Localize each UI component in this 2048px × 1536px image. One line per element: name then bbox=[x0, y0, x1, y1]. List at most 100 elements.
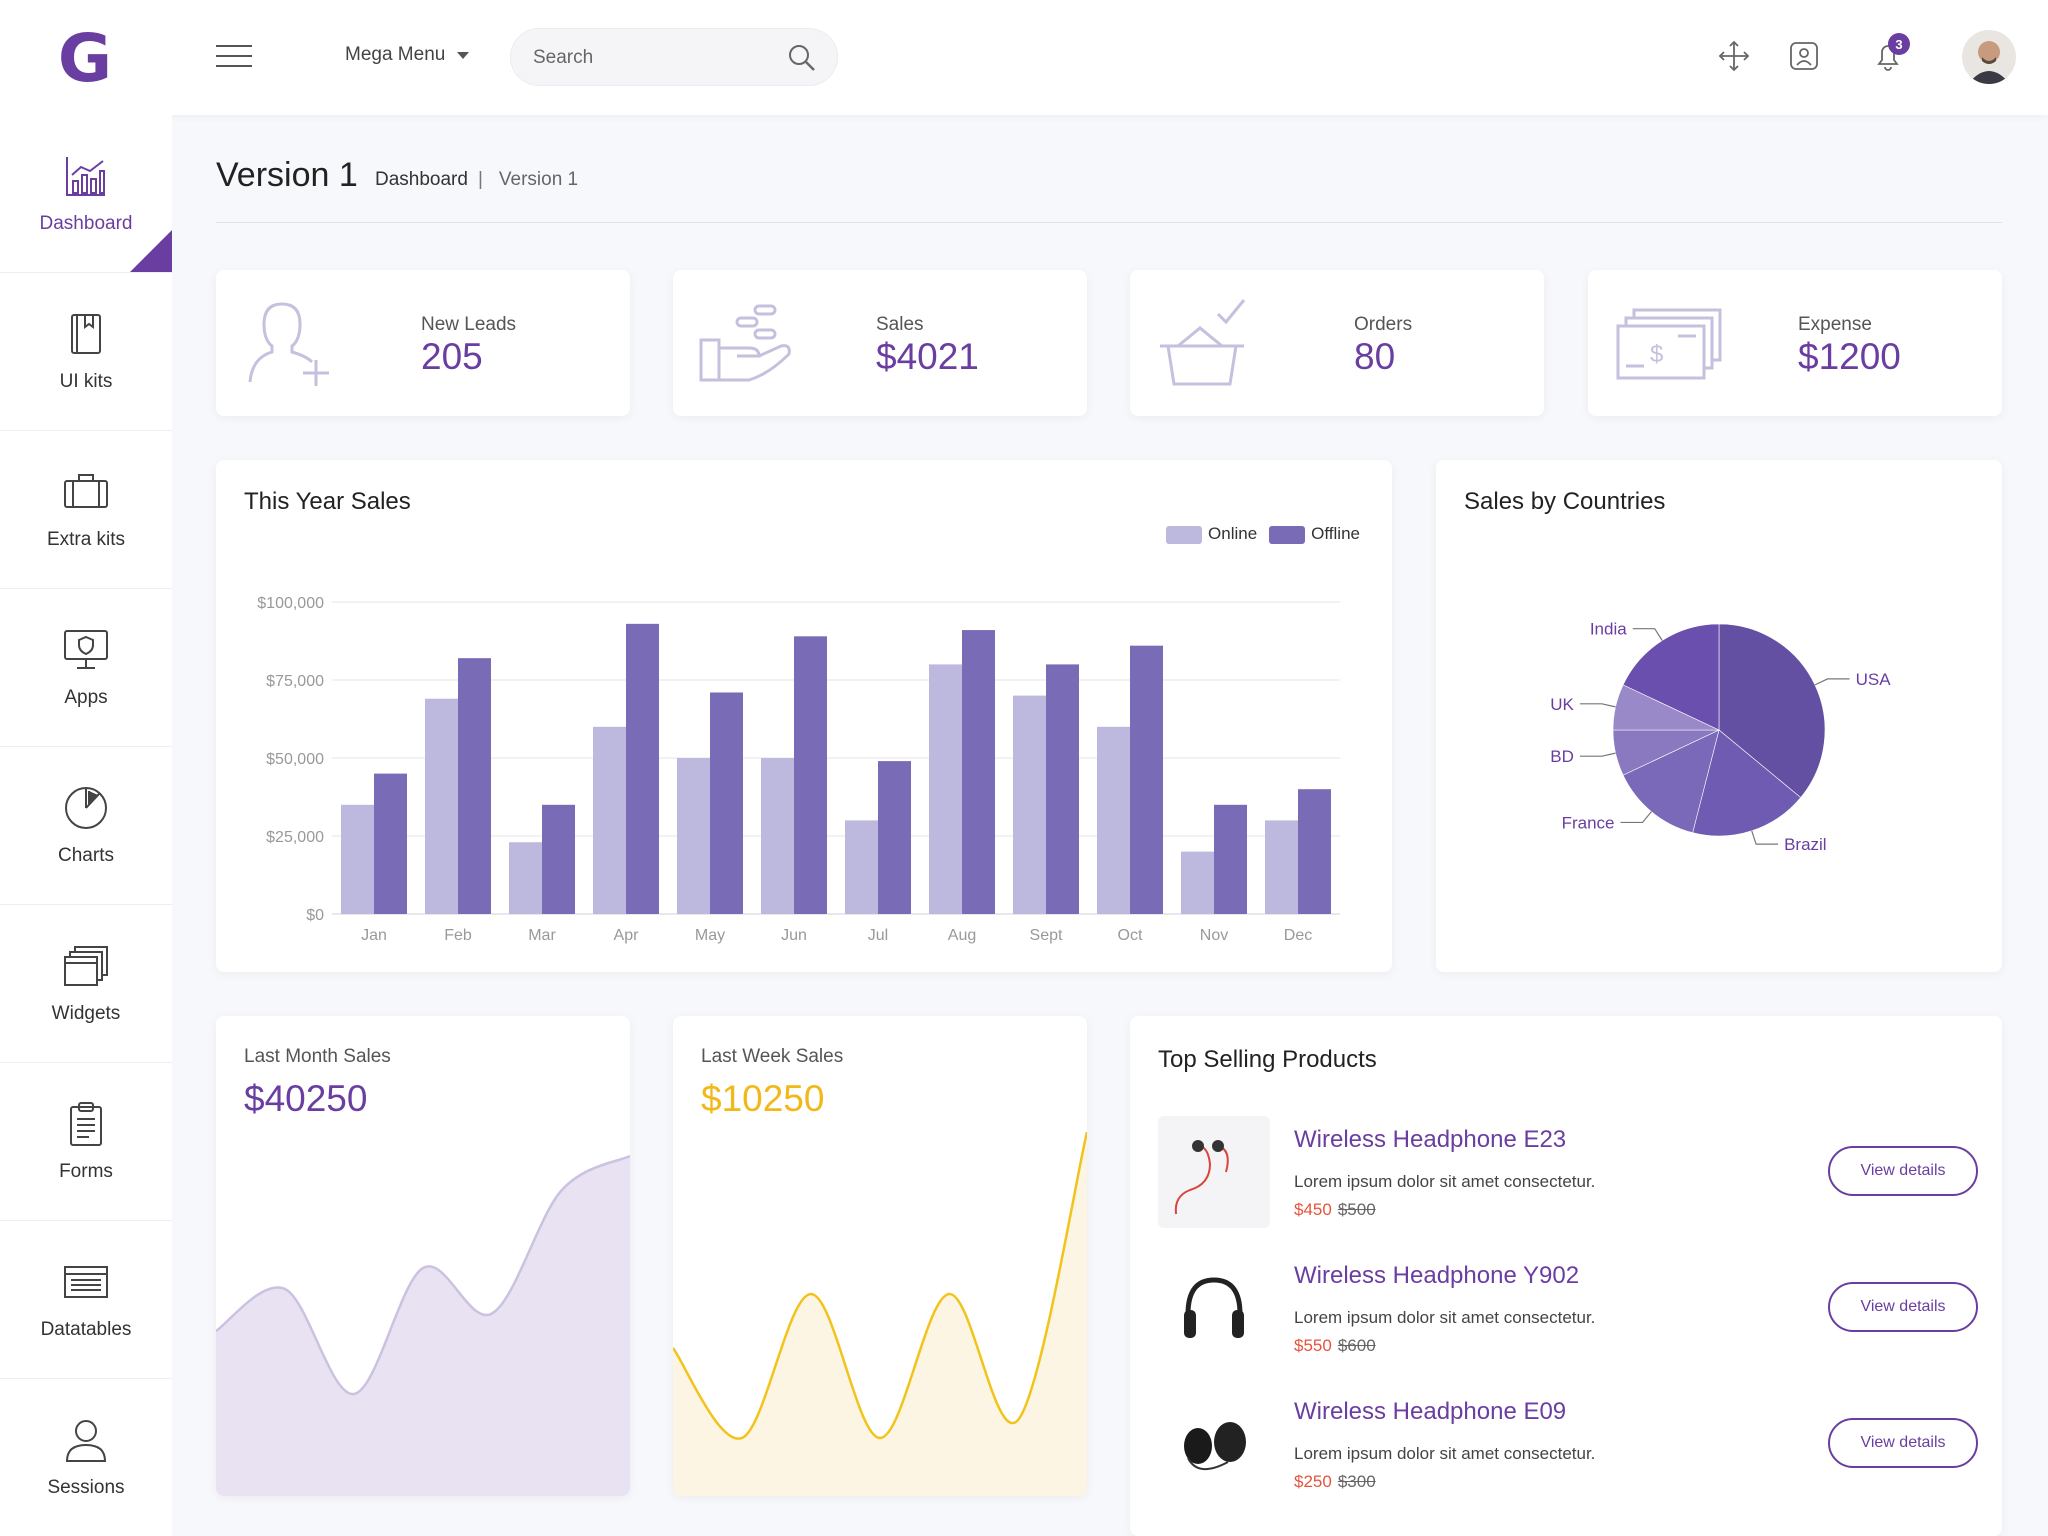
sidebar-item-charts[interactable]: Charts bbox=[0, 747, 172, 905]
chart-legend: Online Offline bbox=[1166, 524, 1360, 544]
bar-offline bbox=[1214, 804, 1247, 914]
sidebar-item-label: Widgets bbox=[51, 1002, 121, 1024]
stat-value: $4021 bbox=[876, 336, 979, 377]
product-price: $250 $300 bbox=[1294, 1472, 1376, 1492]
product-description: Lorem ipsum dolor sit amet consectetur. bbox=[1294, 1444, 1596, 1463]
view-details-button[interactable]: View details bbox=[1828, 1146, 1978, 1196]
brand-logo[interactable]: G bbox=[40, 18, 130, 98]
line-fill bbox=[673, 1132, 1087, 1496]
x-tick-label: Jan bbox=[361, 927, 387, 944]
sidebar-item-extra-kits[interactable]: Extra kits bbox=[0, 431, 172, 589]
legend-online[interactable]: Online bbox=[1166, 524, 1257, 544]
y-tick-label: $25,000 bbox=[266, 829, 324, 846]
earbuds-icon bbox=[1184, 1422, 1246, 1470]
x-tick-label: Apr bbox=[614, 927, 640, 944]
legend-label: Offline bbox=[1311, 524, 1360, 543]
notification-badge: 3 bbox=[1888, 33, 1910, 55]
x-tick-label: Jul bbox=[868, 927, 888, 944]
list-item: Wireless Headphone E09 Lorem ipsum dolor… bbox=[1158, 1388, 1978, 1508]
sidebar-item-label: Extra kits bbox=[46, 528, 126, 550]
x-tick-label: Oct bbox=[1118, 927, 1143, 944]
search-icon[interactable] bbox=[787, 43, 817, 73]
bar-online bbox=[845, 820, 878, 914]
stat-card-sales: Sales $4021 bbox=[673, 270, 1087, 416]
last-week-line-chart bbox=[673, 1131, 1087, 1496]
bar-online bbox=[341, 804, 374, 914]
bar-offline bbox=[1046, 664, 1079, 914]
user-card-icon[interactable] bbox=[1786, 38, 1822, 74]
area-fill bbox=[216, 1156, 630, 1496]
pie-leader-line bbox=[1632, 628, 1663, 641]
stat-value: $1200 bbox=[1798, 336, 1901, 377]
mini-card-label: Last Month Sales bbox=[244, 1046, 391, 1067]
mega-menu-dropdown[interactable]: Mega Menu bbox=[345, 44, 470, 66]
sidebar-item-forms[interactable]: Forms bbox=[0, 1063, 172, 1221]
sidebar-item-label: Datatables bbox=[40, 1318, 132, 1340]
pie-leader-line bbox=[1579, 703, 1616, 708]
y-tick-label: $75,000 bbox=[266, 673, 324, 690]
pie-label: Brazil bbox=[1784, 835, 1827, 854]
avatar[interactable] bbox=[1962, 30, 2016, 84]
header-divider bbox=[216, 222, 2002, 223]
bar-online bbox=[509, 842, 542, 914]
y-tick-label: $50,000 bbox=[266, 751, 324, 768]
bar-online bbox=[425, 698, 458, 914]
pie-leader-line bbox=[1620, 811, 1652, 824]
product-image[interactable] bbox=[1158, 1252, 1270, 1364]
sidebar-item-datatables[interactable]: Datatables bbox=[0, 1221, 172, 1379]
bar-online bbox=[593, 726, 626, 914]
pie-label: USA bbox=[1856, 670, 1892, 689]
pie-leader-line bbox=[1579, 752, 1616, 757]
top-bar: G Mega Menu 3 bbox=[0, 0, 2048, 115]
search-input[interactable] bbox=[533, 43, 773, 73]
stacked-windows-icon bbox=[64, 945, 108, 986]
pie-label: France bbox=[1562, 813, 1615, 832]
last-month-sales-card: Last Month Sales $40250 bbox=[216, 1016, 630, 1496]
list-item: Wireless Headphone E23 Lorem ipsum dolor… bbox=[1158, 1116, 1978, 1236]
fullscreen-icon[interactable] bbox=[1716, 38, 1752, 74]
mega-menu-label: Mega Menu bbox=[345, 44, 446, 65]
product-name[interactable]: Wireless Headphone E23 bbox=[1294, 1126, 1567, 1153]
last-week-sales-card: Last Week Sales $10250 bbox=[673, 1016, 1087, 1496]
table-icon bbox=[64, 1265, 108, 1298]
view-details-button[interactable]: View details bbox=[1828, 1418, 1978, 1468]
sidebar-item-ui-kits[interactable]: UI kits bbox=[0, 273, 172, 431]
sidebar-item-apps[interactable]: Apps bbox=[0, 589, 172, 747]
product-name[interactable]: Wireless Headphone Y902 bbox=[1294, 1262, 1580, 1289]
pie-slice-brazil bbox=[1692, 729, 1802, 837]
product-description: Lorem ipsum dolor sit amet consectetur. bbox=[1294, 1172, 1596, 1191]
x-tick-label: Feb bbox=[444, 927, 472, 944]
y-tick-label: $0 bbox=[306, 907, 324, 924]
product-image[interactable] bbox=[1158, 1388, 1270, 1500]
product-description: Lorem ipsum dolor sit amet consectetur. bbox=[1294, 1308, 1596, 1327]
pie-slice-france bbox=[1622, 729, 1720, 834]
product-name[interactable]: Wireless Headphone E09 bbox=[1294, 1398, 1567, 1425]
product-image[interactable] bbox=[1158, 1116, 1270, 1228]
headphones-icon bbox=[1184, 1277, 1244, 1338]
view-details-button[interactable]: View details bbox=[1828, 1282, 1978, 1332]
price-current: $450 bbox=[1294, 1200, 1332, 1219]
sidebar: Dashboard UI kits Extra kits Apps Charts… bbox=[0, 115, 172, 1536]
x-tick-label: Nov bbox=[1200, 927, 1228, 944]
sidebar-item-dashboard[interactable]: Dashboard bbox=[0, 115, 172, 273]
search-box bbox=[510, 28, 838, 86]
breadcrumb-parent[interactable]: Dashboard bbox=[375, 169, 468, 190]
earphones-icon bbox=[1174, 1140, 1229, 1215]
sidebar-item-sessions[interactable]: Sessions bbox=[0, 1379, 172, 1536]
pie-label: UK bbox=[1550, 695, 1574, 714]
bar-online bbox=[1181, 851, 1214, 914]
price-current: $250 bbox=[1294, 1472, 1332, 1491]
this-year-sales-card: This Year Sales Online Offline $0 $25,000… bbox=[216, 460, 1392, 972]
product-price: $550 $600 bbox=[1294, 1336, 1376, 1356]
pie-label: India bbox=[1590, 620, 1627, 639]
caret-down-icon bbox=[457, 51, 470, 59]
sidebar-item-widgets[interactable]: Widgets bbox=[0, 905, 172, 1063]
svg-text:$: $ bbox=[1650, 341, 1663, 368]
stat-label: Orders bbox=[1354, 314, 1413, 335]
bar-offline bbox=[374, 773, 407, 914]
legend-offline[interactable]: Offline bbox=[1269, 524, 1360, 544]
hamburger-menu-icon[interactable] bbox=[216, 45, 252, 69]
stat-card-new-leads: New Leads 205 bbox=[216, 270, 630, 416]
bar-online bbox=[1013, 695, 1046, 914]
stat-label: Expense bbox=[1798, 314, 1872, 335]
